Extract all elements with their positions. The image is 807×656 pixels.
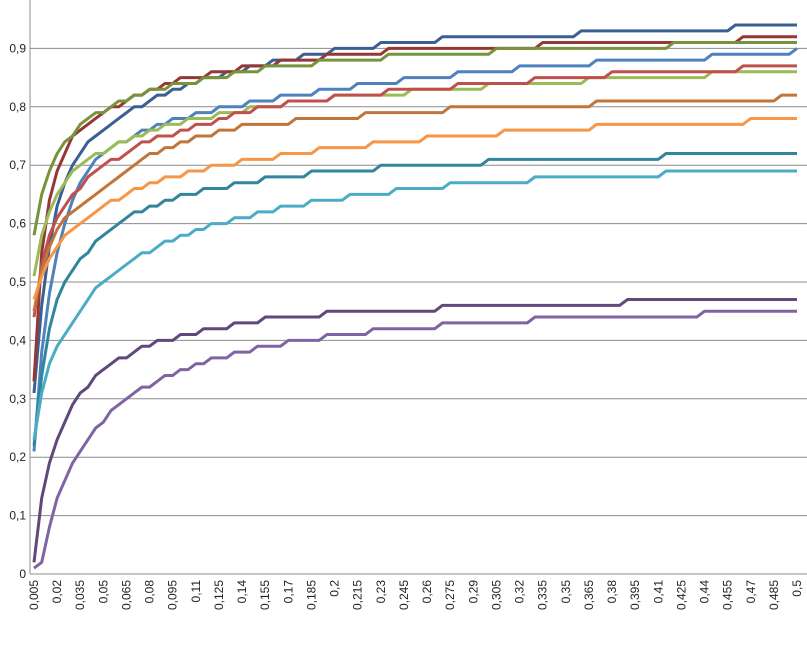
x-tick-label: 0,14 <box>235 580 249 604</box>
x-tick-label: 0,29 <box>466 580 480 604</box>
x-tick-label: 0,17 <box>281 580 295 604</box>
x-tick-label: 0,395 <box>628 580 642 610</box>
series-line <box>32 298 797 563</box>
x-tick-label: 0,425 <box>674 580 688 610</box>
series-line <box>32 169 797 440</box>
y-tick-label: 0,2 <box>9 450 26 464</box>
x-tick-label: 0,455 <box>721 580 735 610</box>
series-line <box>32 47 798 452</box>
x-tick-label: 0,185 <box>304 580 318 610</box>
x-tick-label: 0,335 <box>536 580 550 610</box>
series-line <box>32 152 797 446</box>
series-line <box>33 309 797 570</box>
series-line <box>32 64 797 318</box>
y-tick-label: 0,7 <box>9 158 26 172</box>
x-tick-label: 0,005 <box>27 580 41 610</box>
x-tick-label: 0,095 <box>166 580 180 610</box>
y-tick-label: 0,4 <box>9 333 26 347</box>
x-tick-label: 0,35 <box>559 580 573 604</box>
x-tick-label: 0,44 <box>698 580 712 604</box>
y-tick-label: 0,3 <box>9 392 26 406</box>
y-tick-label: 0,5 <box>9 275 26 289</box>
x-tick-label: 0,02 <box>50 580 64 604</box>
x-tick-label: 0,125 <box>212 580 226 610</box>
x-tick-label: 0,245 <box>397 580 411 610</box>
x-tick-label: 0,47 <box>744 580 758 604</box>
series-line <box>32 93 797 312</box>
x-tick-label: 0,38 <box>605 580 619 604</box>
x-tick-label: 0,08 <box>143 580 157 604</box>
x-tick-label: 0,365 <box>582 580 596 610</box>
x-tick-label: 0,2 <box>328 580 342 597</box>
series-line <box>32 35 797 382</box>
y-tick-label: 0,1 <box>9 509 26 523</box>
x-tick-label: 0,035 <box>73 580 87 610</box>
x-tick-label: 0,155 <box>258 580 272 610</box>
series-line <box>32 116 797 300</box>
x-tick-label: 0,41 <box>651 580 665 604</box>
y-tick-label: 0 <box>19 567 26 581</box>
x-tick-label: 0,05 <box>96 580 110 604</box>
y-tick-label: 0,8 <box>9 100 26 114</box>
x-tick-label: 0,32 <box>513 580 527 604</box>
x-tick-label: 0,305 <box>489 580 503 610</box>
series-line <box>32 41 797 236</box>
y-tick-label: 0,6 <box>9 217 26 231</box>
x-tick-label: 0,11 <box>189 580 203 603</box>
x-tick-label: 0,065 <box>119 580 133 610</box>
y-tick-label: 0,9 <box>9 41 26 55</box>
x-tick-label: 0,215 <box>351 580 365 610</box>
x-tick-label: 0,275 <box>443 580 457 610</box>
x-tick-label: 0,485 <box>767 580 781 610</box>
x-tick-label: 0,5 <box>790 580 804 597</box>
x-tick-label: 0,26 <box>420 580 434 604</box>
x-tick-label: 0,23 <box>374 580 388 604</box>
series-line <box>32 23 797 394</box>
